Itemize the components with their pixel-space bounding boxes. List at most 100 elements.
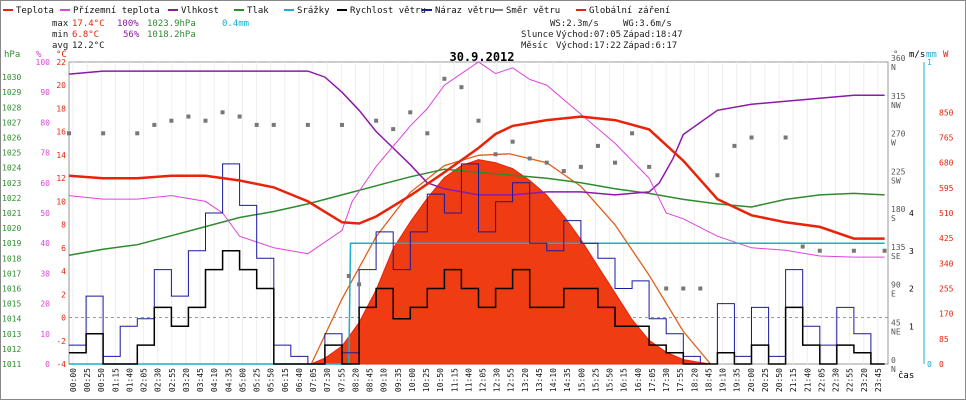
temp-tick-label: 20	[56, 81, 66, 90]
wind-direction-point	[510, 139, 515, 144]
wind-tick-label: 3	[909, 247, 914, 256]
time-tick-label: 16:40	[634, 368, 643, 392]
wind-direction-point	[346, 273, 351, 278]
solar-tick-label: 850	[939, 108, 954, 117]
time-tick-label: 06:15	[281, 368, 290, 392]
solar-tick-label: 765	[939, 134, 954, 143]
wind-direction-point	[340, 122, 344, 127]
wind-direction-point	[357, 282, 362, 287]
stat-min-temp: 6.8°C	[72, 30, 99, 40]
time-tick-label: 19:10	[719, 368, 728, 392]
time-tick-label: 07:55	[337, 368, 346, 392]
info-moon-label: Měsíc	[521, 41, 548, 51]
hpa-tick-label: 1029	[2, 88, 21, 97]
time-tick-label: 10:50	[436, 368, 445, 392]
temp-tick-label: 6	[61, 244, 66, 253]
time-tick-label: 02:55	[168, 368, 177, 392]
series-prizemni-teplota	[68, 61, 885, 258]
solar-tick-label: 0	[939, 360, 944, 369]
temp-tick-label: -4	[56, 360, 66, 369]
wind-direction-point	[442, 76, 447, 81]
temp-tick-label: 16	[56, 128, 66, 137]
wind-direction-point	[169, 118, 174, 123]
wind-direction-point	[561, 169, 566, 174]
pct-tick-label: 90	[40, 88, 50, 97]
solar-tick-label: 85	[939, 335, 949, 344]
time-tick-label: 23:45	[874, 368, 883, 392]
stat-rain: 0.4mm	[222, 19, 249, 29]
time-tick-label: 00:50	[97, 368, 106, 392]
time-tick-label: 22:55	[846, 368, 855, 392]
wind-direction-point	[305, 122, 310, 127]
time-tick-label: 07:30	[323, 368, 332, 392]
wind-direction-point	[613, 160, 617, 165]
time-tick-label: 05:00	[238, 368, 247, 392]
info-moonset: Západ:6:17	[623, 41, 677, 51]
wind-direction-point	[851, 248, 856, 253]
hpa-tick-label: 1025	[2, 149, 21, 158]
time-tick-label: 15:00	[577, 368, 586, 392]
wind-direction-point	[425, 131, 430, 136]
wind-direction-point	[544, 160, 549, 165]
stat-min-press: 1018.2hPa	[147, 30, 196, 40]
dir-tick-dir: SW	[891, 176, 901, 185]
temp-tick-label: 22	[56, 58, 66, 67]
temp-tick-label: 18	[56, 104, 66, 113]
legend-item: Globální záření	[576, 6, 670, 16]
hpa-tick-label: 1028	[2, 103, 21, 112]
dir-tick-num: 0	[891, 356, 896, 365]
wind-direction-point	[749, 135, 754, 140]
pct-tick-label: 60	[40, 179, 50, 188]
wind-direction-point	[595, 143, 600, 148]
wind-direction-point	[647, 164, 652, 169]
time-tick-label: 02:30	[154, 368, 163, 392]
time-tick-label: 23:20	[860, 368, 869, 392]
dir-tick-num: 90	[891, 281, 901, 290]
temp-tick-label: 8	[61, 221, 66, 230]
dir-tick-num: 315	[891, 92, 906, 101]
hpa-tick-label: 1030	[2, 73, 21, 82]
time-tick-label: 21:40	[803, 368, 812, 392]
wind-direction-point	[186, 114, 191, 119]
time-tick-label: 18:45	[704, 368, 713, 392]
dir-tick-num: 180	[891, 205, 906, 214]
legend-item: Přízemní teplota	[60, 6, 160, 16]
temp-tick-label: 14	[56, 151, 66, 160]
solar-tick-label: 680	[939, 159, 954, 168]
time-tick-label: 04:10	[210, 368, 219, 392]
info-sun-label: Slunce	[521, 30, 554, 40]
time-tick-label: 12:05	[479, 368, 488, 392]
time-tick-label: 07:05	[309, 368, 318, 392]
wind-direction-point	[271, 122, 276, 127]
time-tick-label: 09:35	[394, 368, 403, 392]
dir-tick-dir: N	[891, 63, 896, 72]
wind-direction-point	[783, 135, 788, 140]
time-tick-label: 05:50	[267, 368, 276, 392]
plot-area	[67, 61, 887, 365]
hpa-tick-label: 1019	[2, 239, 21, 248]
pct-tick-label: 20	[40, 300, 50, 309]
axis-unit-hpa: hPa	[4, 50, 20, 60]
legend-label: Přízemní teplota	[73, 6, 160, 16]
time-tick-label: 21:15	[789, 368, 798, 392]
wind-direction-point	[374, 118, 379, 123]
wind-direction-point	[732, 143, 737, 148]
wind-direction-point	[476, 118, 481, 123]
wind-direction-point	[135, 131, 140, 136]
solar-tick-label: 425	[939, 234, 954, 243]
hpa-tick-label: 1013	[2, 330, 21, 339]
time-tick-label: 02:05	[140, 368, 149, 392]
dir-tick-num: 270	[891, 130, 906, 139]
chart-title: 30.9.2012	[449, 50, 514, 64]
time-tick-label: 12:30	[493, 368, 502, 392]
series-teplota	[68, 115, 885, 240]
info-moonrise: Východ:17:22	[556, 41, 621, 51]
stat-max-hum: 100%	[117, 19, 139, 29]
time-tick-label: 16:15	[620, 368, 629, 392]
time-tick-label: 17:55	[676, 368, 685, 392]
axis-unit-rain: mm	[926, 50, 937, 60]
hpa-tick-label: 1027	[2, 118, 21, 127]
legend-label: Tlak	[247, 6, 269, 16]
solar-tick-label: 255	[939, 285, 954, 294]
dir-tick-dir: NE	[891, 327, 901, 336]
